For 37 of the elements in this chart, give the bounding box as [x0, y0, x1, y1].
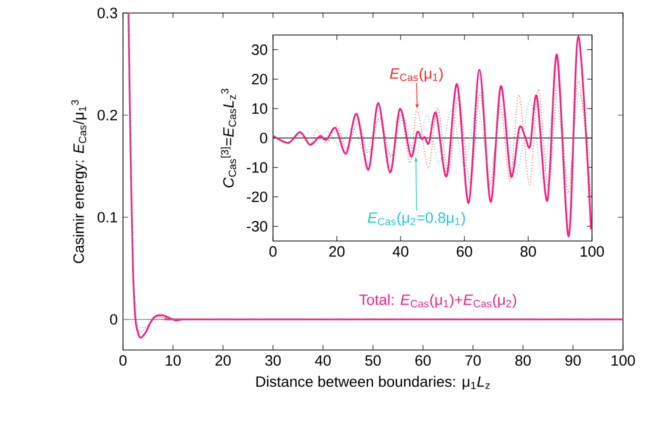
y-tick-label: 30 — [252, 44, 268, 55]
x-tick-label: 70 — [465, 355, 481, 366]
x-tick-label: 30 — [265, 355, 281, 366]
series-label: E$_{Cas}$(μ$_{1}$) — [390, 68, 443, 82]
line-series — [273, 36, 592, 238]
x-tick-label: 20 — [215, 355, 231, 366]
x-tick-label: 80 — [515, 355, 531, 366]
x-tick-label: 60 — [415, 355, 431, 366]
line-series — [273, 92, 592, 182]
y-tick-label: 0.2 — [98, 110, 118, 120]
y-tick-label: 0.3 — [98, 8, 118, 18]
y-tick-label: 0.1 — [98, 212, 118, 223]
x-tick-label: 40 — [315, 355, 331, 366]
text: E$_{Cas}$(μ$_{2}$=0.8μ$_{1}$) — [368, 212, 465, 226]
x-tick-label: 80 — [520, 246, 536, 257]
x-tick-label: 100 — [612, 355, 635, 366]
x-tick-label: 60 — [456, 246, 472, 257]
x-axis-title: Distance between boundaries: μ$_{1}$L$_{z}$ — [256, 376, 490, 390]
y-axis-title: Casimir energy: E$_{Cas}$/μ$_{1}$3 — [71, 100, 87, 264]
x-tick-label: 20 — [329, 246, 345, 257]
y-tick-label: -20 — [246, 192, 268, 202]
x-tick-label: 10 — [166, 355, 181, 366]
y-tick-label: 10 — [252, 103, 268, 114]
x-tick-label: 0 — [119, 355, 127, 366]
text: Total: E$_{Cas}$(μ$_{1}$)+E$_{Cas}$(μ$_{2}$) — [359, 294, 516, 308]
x-tick-label: 0 — [269, 246, 277, 257]
y-tick-label: -10 — [246, 162, 268, 173]
x-tick-label: 100 — [580, 246, 604, 257]
x-tick-label: 90 — [565, 355, 581, 366]
x-tick-label: 50 — [365, 355, 381, 366]
x-tick-label: 40 — [392, 246, 408, 257]
text: C$_{Cas}$$^{[3]}$=E$_{Cas}$L$_{z}$3 — [220, 88, 236, 188]
y-tick-label: -30 — [246, 220, 268, 232]
y-tick-label: 0 — [110, 314, 118, 325]
y-tick-label: 20 — [252, 74, 268, 84]
y-tick-label: 0 — [260, 132, 268, 144]
line-series — [273, 80, 592, 197]
